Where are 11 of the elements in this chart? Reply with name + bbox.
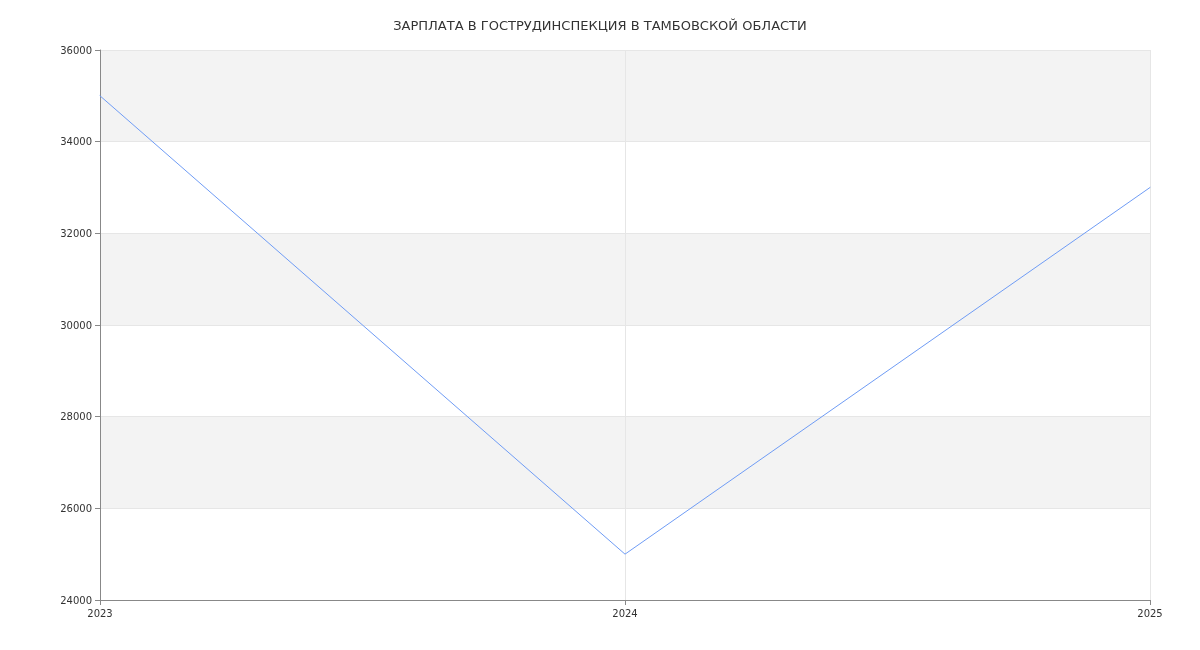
y-tick-label: 34000 xyxy=(60,136,92,148)
x-tick-label: 2024 xyxy=(612,607,638,619)
y-tick-label: 30000 xyxy=(60,319,92,331)
chart-title: ЗАРПЛАТА В ГОСТРУДИНСПЕКЦИЯ В ТАМБОВСКОЙ ОБЛАСТИ xyxy=(393,18,807,33)
y-tick-label: 36000 xyxy=(60,44,92,56)
x-tick-label: 2023 xyxy=(87,607,113,619)
y-tick-label: 32000 xyxy=(60,227,92,239)
x-tick-label: 2025 xyxy=(1137,607,1163,619)
y-tick-label: 24000 xyxy=(60,594,92,606)
y-tick-label: 28000 xyxy=(60,411,92,423)
y-tick-label: 26000 xyxy=(60,502,92,514)
